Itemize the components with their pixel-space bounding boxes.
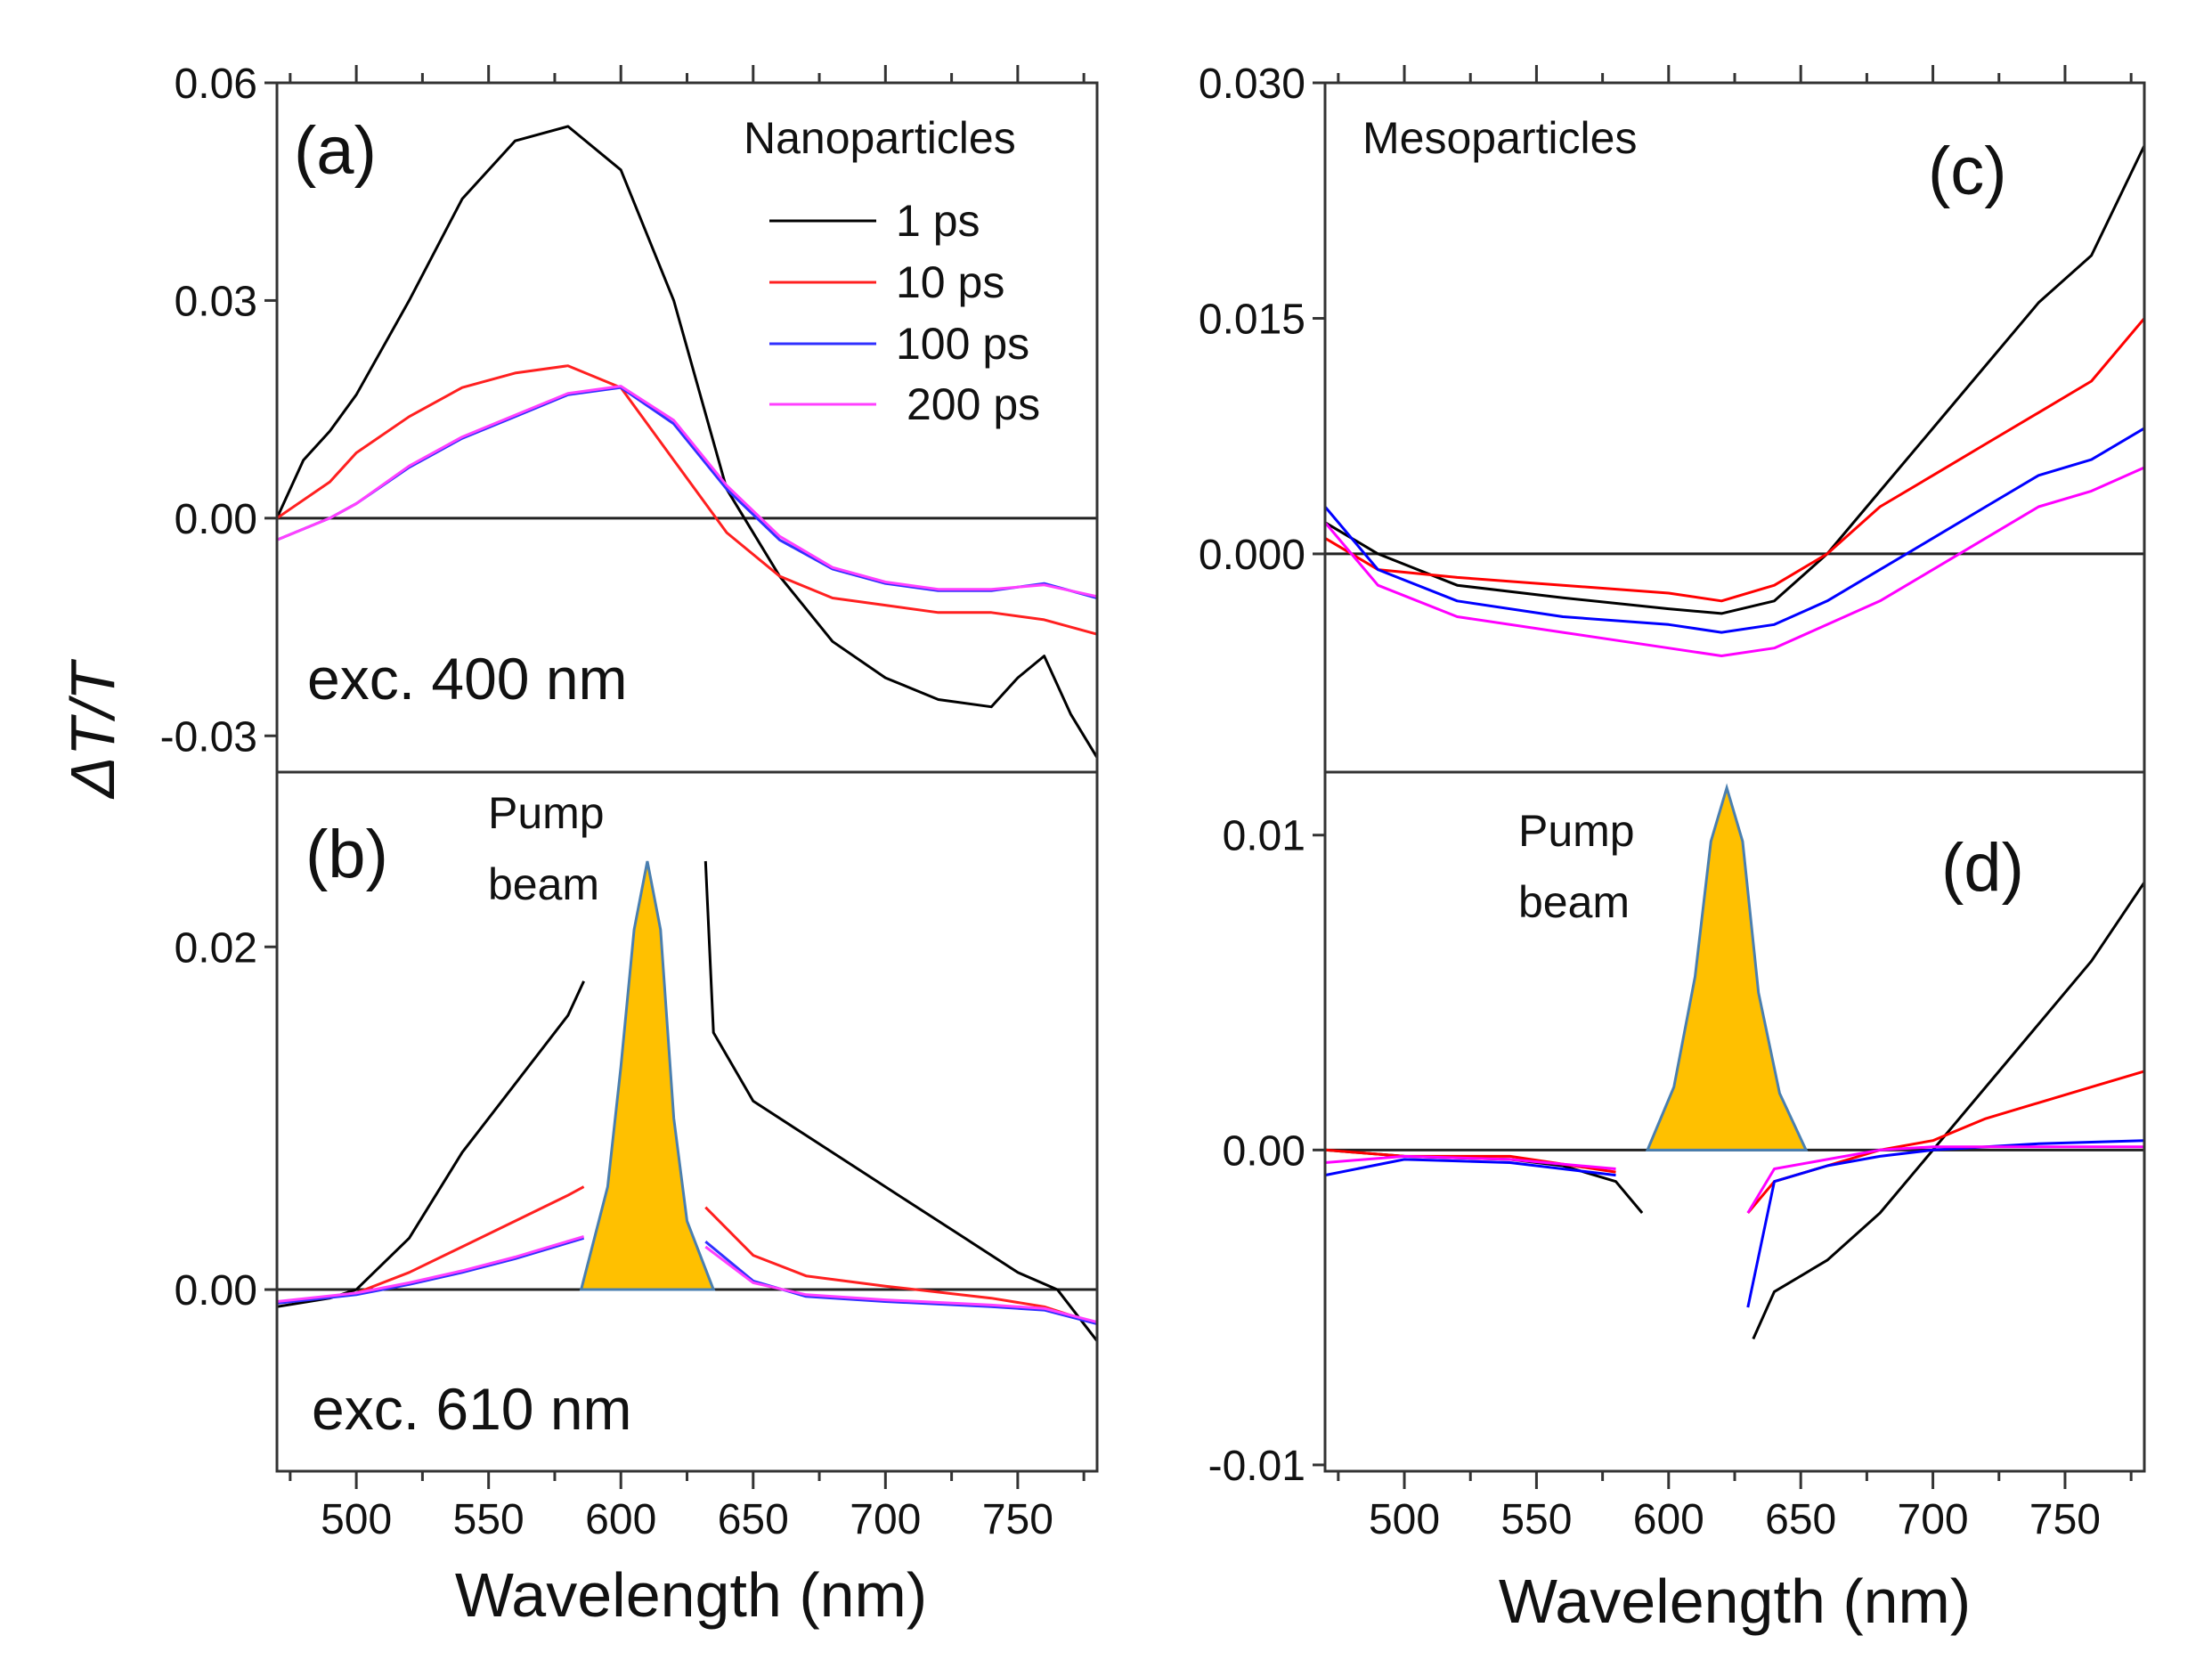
y-tick-label: -0.03 (160, 713, 257, 761)
panel-title-mesoparticles: Mesoparticles (1362, 113, 1637, 163)
series-line-200-ps (1323, 466, 2145, 657)
panel-label-c: (c) (1928, 134, 2007, 209)
legend-label-100ps: 100 ps (896, 319, 1029, 369)
panel-d: 0.01 0.00 -0.01 500 550 600 650 700 750 (1208, 770, 2146, 1543)
x-tick-label: 750 (2029, 1496, 2101, 1543)
series-line-10-ps (276, 364, 1098, 636)
series-line-200-ps (276, 1234, 1098, 1324)
annotation-exc-400: exc. 400 nm (307, 646, 628, 712)
y-tick-label: 0.00 (175, 496, 257, 543)
series-line-100-ps (276, 1236, 1098, 1325)
x-tick-label: 750 (982, 1496, 1053, 1543)
y-axis-label: ΔT/T (58, 659, 127, 800)
x-tick-label: 600 (1633, 1496, 1704, 1543)
x-tick-label: 650 (1765, 1496, 1836, 1543)
y-tick-label: 0.06 (175, 61, 257, 108)
y-tick-label: 0.02 (175, 924, 257, 972)
panel-title-nanoparticles: Nanoparticles (744, 113, 1016, 163)
y-tick-label: 0.03 (175, 278, 257, 325)
x-tick-label: 500 (1369, 1496, 1440, 1543)
x-tick-label: 600 (585, 1496, 656, 1543)
x-tick-label: 500 (321, 1496, 392, 1543)
pump-beam-profile (1645, 783, 1809, 1151)
y-tick-label: 0.01 (1223, 813, 1305, 860)
x-axis-label-left: Wavelength (nm) (455, 1560, 927, 1630)
series-line-1-ps (275, 125, 1099, 759)
x-axis-label-right: Wavelength (nm) (1499, 1566, 1971, 1636)
legend: 1 ps 10 ps 100 ps 200 ps (769, 196, 1040, 429)
legend-label-200ps: 200 ps (907, 379, 1040, 429)
legend-label-10ps: 10 ps (896, 257, 1004, 307)
panel-label-a: (a) (294, 113, 377, 189)
y-tick-label: 0.030 (1199, 61, 1305, 108)
series-line-200-ps (1324, 1145, 2144, 1214)
y-tick-label: -0.01 (1208, 1443, 1305, 1490)
panel-label-d: (d) (1941, 830, 2024, 906)
y-tick-label: 0.000 (1199, 532, 1305, 579)
pump-label-d-line2: beam (1518, 877, 1630, 927)
pump-label-b-line2: beam (488, 859, 599, 909)
series-line-200-ps (276, 385, 1098, 598)
x-tick-label: 550 (1500, 1496, 1572, 1543)
pump-beam-profile (579, 860, 716, 1291)
pump-label-b-line1: Pump (488, 788, 605, 838)
y-tick-label: 0.00 (1223, 1127, 1305, 1175)
panel-a: 0.06 0.03 0.00 -0.03 (160, 61, 1099, 774)
series-line-100-ps (1323, 427, 2145, 634)
plot-frame (275, 770, 1099, 1473)
series-line-100-ps (1324, 1139, 2145, 1308)
annotation-exc-610: exc. 610 nm (312, 1376, 632, 1442)
y-tick-label: 0.00 (175, 1267, 257, 1314)
legend-label-1ps: 1 ps (896, 196, 980, 246)
panel-b: 0.02 0.00 500 550 600 650 700 750 (175, 770, 1099, 1543)
panel-c: 0.030 0.015 0.000 (1199, 61, 2146, 774)
x-tick-label: 650 (718, 1496, 789, 1543)
y-tick-label: 0.015 (1199, 296, 1305, 343)
x-tick-label: 700 (1898, 1496, 1969, 1543)
x-tick-label: 700 (850, 1496, 921, 1543)
series-line-1-ps (1324, 144, 2146, 615)
pump-label-d-line1: Pump (1518, 806, 1635, 856)
plot-frame (1323, 81, 2146, 774)
x-tick-label: 550 (453, 1496, 525, 1543)
series-line-10-ps (1324, 317, 2146, 603)
panel-label-b: (b) (305, 817, 388, 892)
